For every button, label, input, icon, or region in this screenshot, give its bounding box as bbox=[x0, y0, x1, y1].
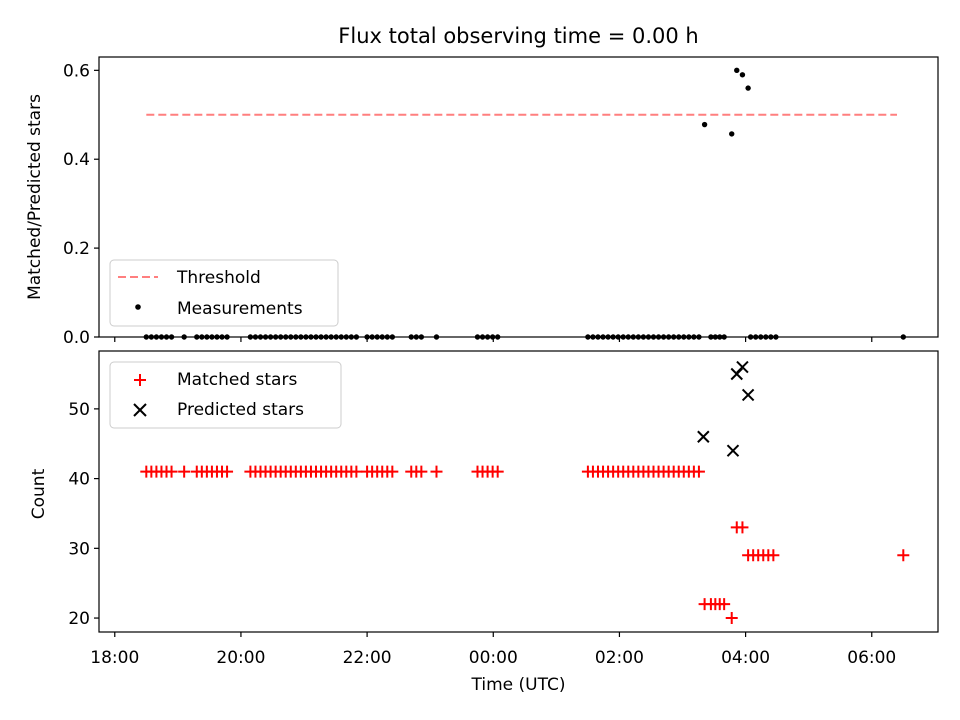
measurement-point bbox=[745, 85, 751, 91]
x-tick-label: 04:00 bbox=[721, 648, 770, 668]
matched-point bbox=[386, 465, 399, 478]
matched-point bbox=[692, 465, 705, 478]
y-tick-label: 0.2 bbox=[63, 239, 90, 259]
matched-point bbox=[430, 465, 443, 478]
matched-point bbox=[415, 465, 428, 478]
y-tick-label: 20 bbox=[68, 609, 90, 629]
legend-threshold-label: Threshold bbox=[176, 268, 261, 288]
x-tick-label: 02:00 bbox=[595, 648, 644, 668]
bottom-legend: Matched stars Predicted stars bbox=[109, 361, 342, 429]
predicted-point bbox=[726, 444, 740, 457]
x-tick-label: 00:00 bbox=[469, 648, 518, 668]
bottom-panel: 20 30 40 50 18:00 20:00 22:00 00:00 02:00 04:00 0… bbox=[29, 350, 939, 695]
matched-point bbox=[491, 465, 504, 478]
x-tick-label: 18:00 bbox=[90, 648, 139, 668]
measurement-point bbox=[734, 67, 740, 74]
y-tick-label: 30 bbox=[68, 539, 90, 559]
bottom-xlabel: Time (UTC) bbox=[471, 675, 566, 695]
measurement-point bbox=[729, 131, 735, 137]
matched-point bbox=[221, 465, 234, 478]
top-panel: Flux total observing time = 0.00 h 0.0 0.… bbox=[25, 24, 939, 348]
legend-matched-swatch bbox=[134, 374, 146, 386]
y-tick-label: 0.0 bbox=[63, 328, 90, 348]
y-tick-label: 0.6 bbox=[63, 61, 90, 81]
predicted-point bbox=[736, 360, 749, 374]
matched-point bbox=[725, 612, 738, 625]
bottom-ylabel: Count bbox=[29, 468, 49, 519]
bottom-axes-frame bbox=[98, 350, 939, 633]
matched-point bbox=[897, 549, 910, 562]
top-ylabel: Matched/Predicted stars bbox=[25, 94, 45, 300]
legend-predicted-swatch bbox=[133, 403, 147, 417]
top-legend: Threshold Measurements bbox=[109, 259, 339, 327]
legend-matched-label: Matched stars bbox=[177, 370, 297, 390]
legend-measurements-swatch bbox=[135, 304, 141, 310]
chart-title: Flux total observing time = 0.00 h bbox=[338, 24, 698, 48]
matched-point bbox=[350, 465, 363, 478]
matched-point bbox=[165, 465, 178, 478]
x-tick-label: 06:00 bbox=[847, 648, 896, 668]
y-tick-label: 0.4 bbox=[63, 150, 90, 170]
x-tick-label: 20:00 bbox=[216, 648, 265, 668]
measurement-point bbox=[701, 121, 708, 128]
predicted-point bbox=[697, 430, 710, 443]
y-tick-label: 40 bbox=[68, 470, 90, 490]
matched-point bbox=[736, 521, 749, 534]
matched-point bbox=[718, 598, 731, 611]
measurement-point bbox=[739, 72, 746, 78]
x-tick-label: 22:00 bbox=[343, 648, 392, 668]
predicted-point bbox=[741, 388, 755, 402]
top-axes-frame bbox=[98, 56, 939, 338]
legend-measurements-label: Measurements bbox=[177, 299, 303, 319]
legend-predicted-label: Predicted stars bbox=[177, 400, 304, 420]
y-tick-label: 50 bbox=[68, 400, 90, 420]
matched-point bbox=[767, 549, 780, 562]
matched-point bbox=[178, 465, 191, 478]
